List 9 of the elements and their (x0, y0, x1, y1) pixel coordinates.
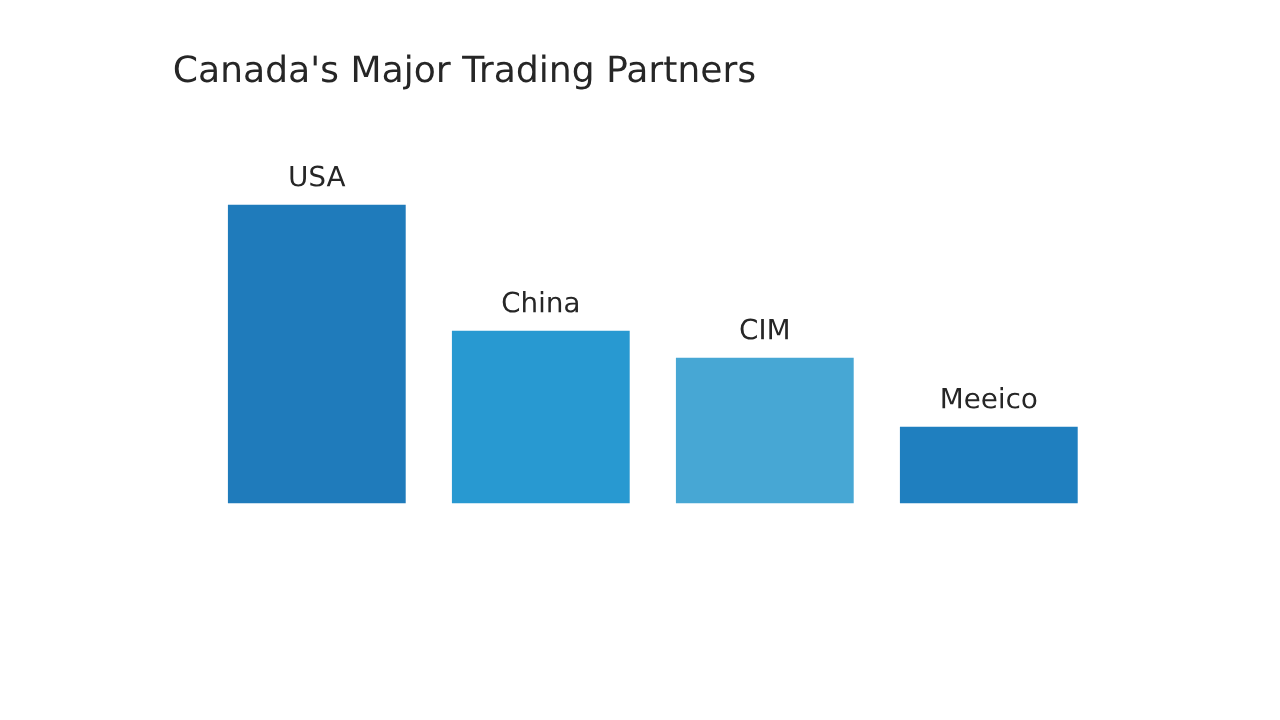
x-tick-label: CIM (740, 318, 788, 340)
chart-title: Canada's Major Trading Partners (174, 54, 755, 90)
bar (450, 329, 632, 504)
x-tick-label: China (502, 291, 578, 313)
bar (898, 425, 1080, 504)
bar (674, 356, 856, 504)
x-tick-label: USA (290, 165, 346, 187)
bar (226, 203, 408, 504)
x-tick-label: Meeico (942, 387, 1037, 409)
